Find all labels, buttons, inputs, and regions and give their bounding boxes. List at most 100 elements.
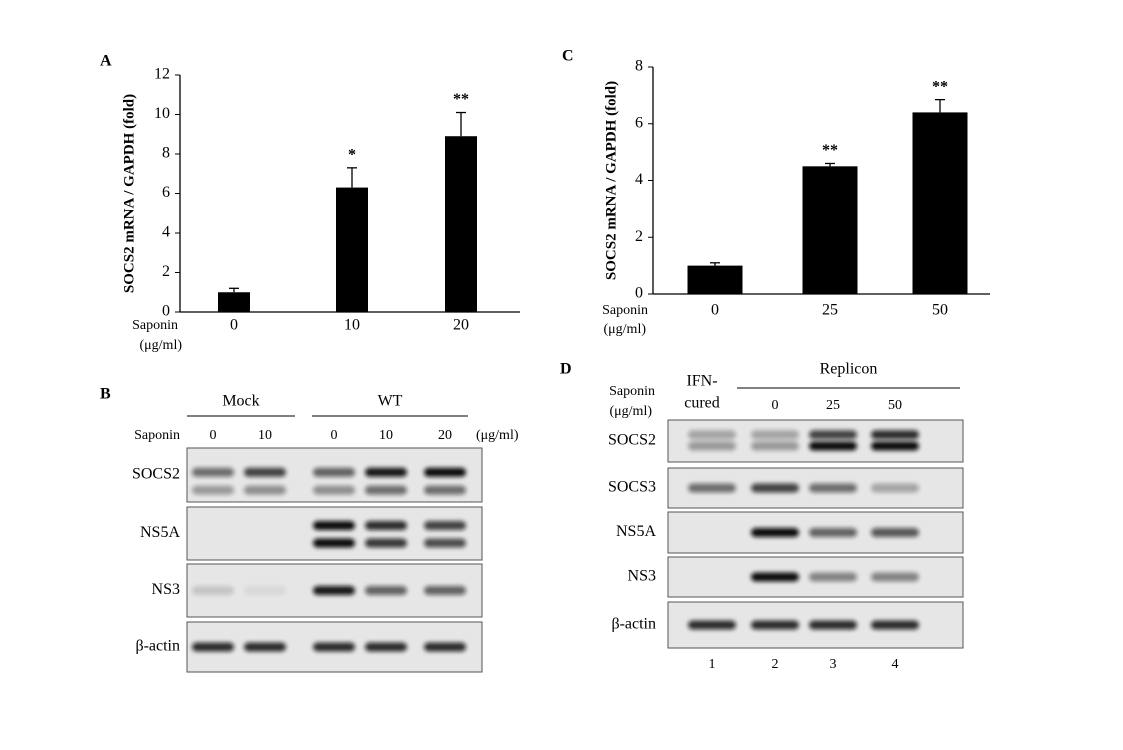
group-label: Mock [222,393,259,410]
band [688,620,736,630]
unit-label: (μg/ml) [610,404,653,419]
bar [687,265,743,294]
y-tick-label: 10 [154,105,170,122]
x-axis-label: (μg/ml) [604,322,647,337]
band [365,485,407,495]
band [365,467,407,477]
panel-label: B [100,386,111,403]
band [751,572,799,582]
band [688,430,736,440]
band [313,485,355,495]
treatment-label: Saponin [609,384,655,399]
band [871,528,919,537]
y-tick-label: 2 [635,228,643,245]
lane-label: IFN- [686,373,717,390]
band [313,521,355,531]
lane-label: cured [684,395,720,412]
row-label: SOCS2 [132,466,180,483]
x-tick-label: 10 [344,317,360,334]
group-label: WT [378,393,403,410]
y-tick-label: 12 [154,66,170,83]
band [871,572,919,582]
band [751,483,799,493]
y-axis-label: SOCS2 mRNA / GAPDH (fold) [121,94,137,293]
panel-label: A [100,53,112,70]
y-tick-label: 8 [162,145,170,162]
band [871,441,919,451]
x-tick-label: 20 [453,317,469,334]
x-tick-label: 25 [822,302,838,319]
band [192,586,234,595]
band [424,586,466,595]
lane-label: 25 [826,398,840,413]
bar [912,112,968,295]
row-label: β-actin [611,616,656,633]
blot-strip [667,419,964,463]
band [424,642,466,652]
band [751,620,799,630]
unit-label: (μg/ml) [476,428,519,443]
band [365,538,407,548]
y-tick-label: 8 [635,58,643,75]
x-tick-label: 0 [711,302,719,319]
band [809,430,857,440]
band [192,485,234,495]
band [751,430,799,440]
band [809,572,857,582]
significance-label: ** [822,142,838,159]
row-label: β-actin [135,638,180,655]
band [871,483,919,493]
row-label: NS3 [152,581,180,598]
band [424,538,466,548]
band [192,467,234,477]
band [424,485,466,495]
y-tick-label: 0 [635,285,643,302]
panel-label: C [562,48,574,65]
significance-label: ** [932,78,948,95]
lane-label: 10 [379,428,393,443]
band [313,467,355,477]
band [365,521,407,531]
significance-label: ** [453,91,469,108]
row-label: NS5A [140,524,180,541]
y-tick-label: 2 [162,263,170,280]
band [809,528,857,537]
lane-number: 1 [709,657,716,672]
x-tick-label: 0 [230,317,238,334]
lane-label: 50 [888,398,902,413]
band [244,485,286,495]
group-label: Replicon [820,361,878,378]
bar [445,136,477,312]
blot-strip [186,506,483,561]
y-tick-label: 4 [635,171,643,188]
bar [336,187,368,312]
band [424,521,466,531]
lane-number: 4 [892,657,899,672]
band [365,586,407,595]
lane-number: 2 [772,657,779,672]
y-axis-label: SOCS2 mRNA / GAPDH (fold) [603,81,619,280]
band [871,430,919,440]
band [313,538,355,548]
lane-label: 0 [210,428,217,443]
band [244,642,286,652]
row-label: SOCS2 [608,432,656,449]
band [365,642,407,652]
band [688,441,736,451]
band [871,620,919,630]
band [192,642,234,652]
lane-label: 20 [438,428,452,443]
y-tick-label: 6 [635,114,643,131]
bar [218,292,250,312]
band [809,620,857,630]
lane-label: 0 [331,428,338,443]
band [688,483,736,493]
row-label: NS5A [616,523,656,540]
row-label: NS3 [628,568,656,585]
row-label: SOCS3 [608,479,656,496]
band [424,467,466,477]
band [244,586,286,595]
band [809,483,857,493]
band [751,441,799,451]
